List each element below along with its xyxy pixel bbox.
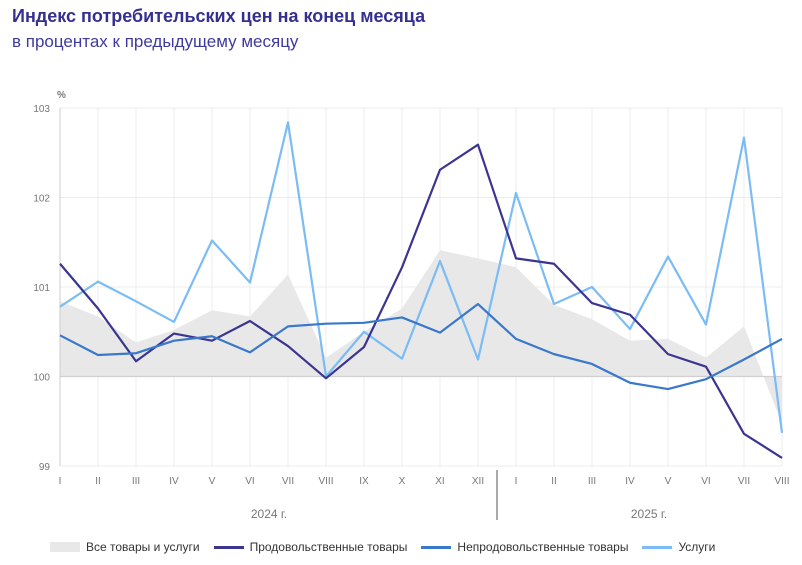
x-tick-label: XII bbox=[472, 476, 484, 487]
year-label: 2024 г. bbox=[251, 507, 287, 521]
x-tick-label: VII bbox=[738, 476, 750, 487]
legend-swatch bbox=[642, 545, 673, 549]
legend-label: Услуги bbox=[678, 540, 716, 554]
legend-label: Продовольственные товары bbox=[249, 540, 408, 554]
y-tick-label: 101 bbox=[33, 283, 50, 294]
legend-item: Непродовольственные товары bbox=[421, 540, 628, 554]
x-tick-label: I bbox=[59, 476, 62, 487]
x-tick-label: II bbox=[95, 476, 101, 487]
series-line-2 bbox=[59, 302, 783, 391]
x-tick-label: X bbox=[399, 476, 406, 487]
chart-title: Индекс потребительских цен на конец меся… bbox=[12, 6, 426, 26]
y-tick-label: 102 bbox=[33, 194, 50, 205]
legend-item: Услуги bbox=[642, 540, 715, 554]
legend-item: Продовольственные товары bbox=[213, 540, 408, 554]
legend-item: Все товары и услуги bbox=[50, 540, 200, 554]
x-tick-label: II bbox=[551, 476, 557, 487]
chart-subtitle: в процентах к предыдущему месяцу bbox=[12, 32, 299, 51]
x-tick-label: V bbox=[209, 476, 216, 487]
x-tick-label: V bbox=[665, 476, 672, 487]
x-tick-label: VII bbox=[282, 476, 294, 487]
series-line-3 bbox=[59, 121, 784, 434]
x-tick-label: IV bbox=[625, 476, 635, 487]
x-tick-label: I bbox=[515, 476, 518, 487]
series-line-1 bbox=[59, 143, 783, 459]
year-label: 2025 г. bbox=[631, 507, 667, 521]
area-all-goods-services bbox=[60, 250, 782, 424]
y-tick-label: 103 bbox=[33, 104, 50, 115]
x-tick-label: VIII bbox=[318, 476, 333, 487]
legend-swatch bbox=[213, 545, 244, 549]
legend-label: Все товары и услуги bbox=[86, 540, 200, 554]
legend-swatch bbox=[50, 542, 80, 552]
x-tick-label: XI bbox=[435, 476, 444, 487]
legend: Все товары и услуги Продовольственные тов… bbox=[50, 540, 729, 554]
x-tick-label: VI bbox=[245, 476, 254, 487]
y-tick-label: 100 bbox=[33, 373, 50, 384]
legend-label: Непродовольственные товары bbox=[457, 540, 629, 554]
x-tick-label: VI bbox=[701, 476, 710, 487]
y-axis-unit: % bbox=[57, 90, 66, 101]
x-tick-label: III bbox=[132, 476, 140, 487]
x-tick-label: VIII bbox=[774, 476, 789, 487]
y-tick-label: 99 bbox=[39, 462, 51, 473]
x-tick-label: III bbox=[588, 476, 596, 487]
legend-swatch bbox=[421, 545, 452, 549]
x-tick-label: IV bbox=[169, 476, 179, 487]
x-tick-label: IX bbox=[359, 476, 369, 487]
